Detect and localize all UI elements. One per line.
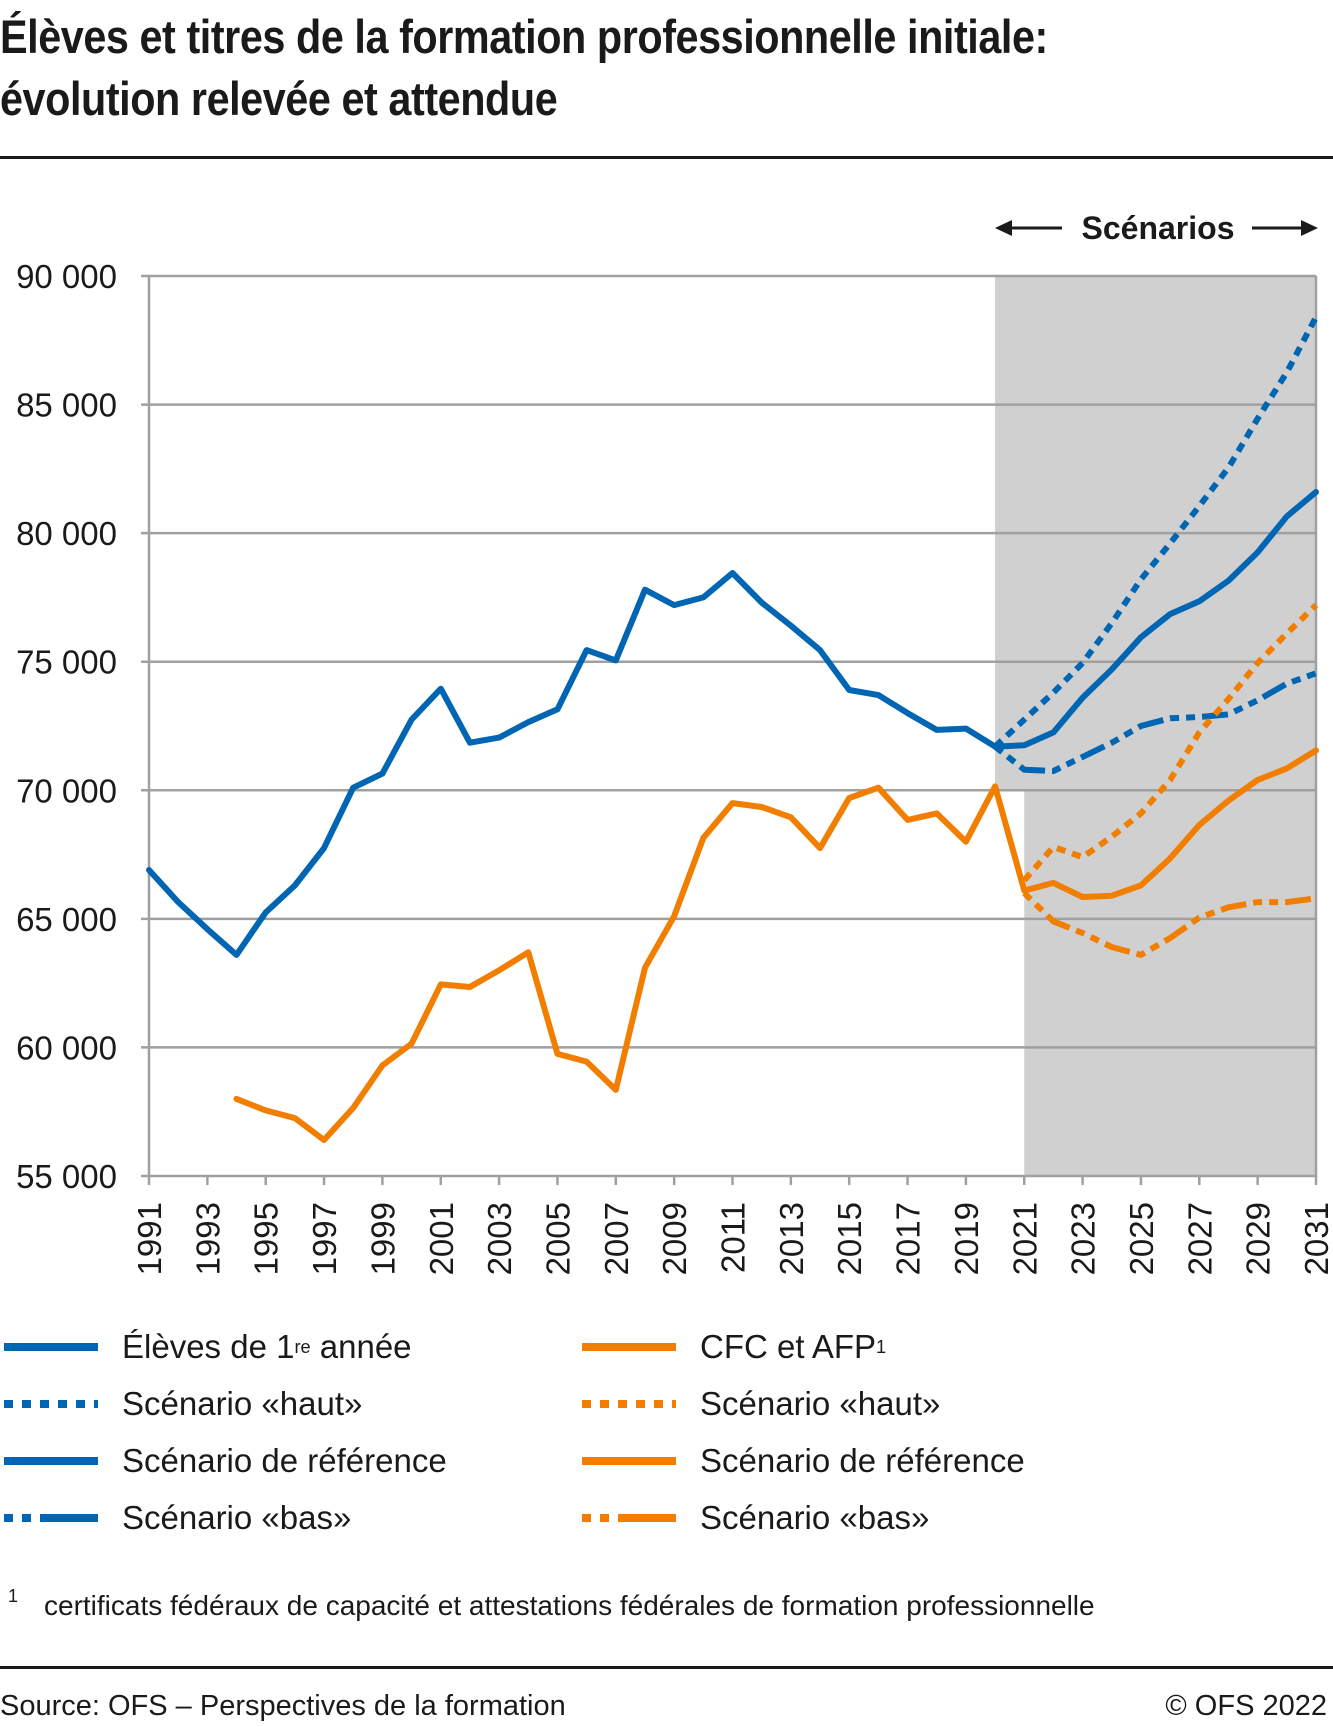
title-line-1: Élèves et titres de la formation profess… [0, 10, 1048, 63]
legend-label-suffix: année [310, 1327, 412, 1365]
x-tick-label: 1999 [364, 1202, 401, 1275]
legend-swatch-solid-icon [4, 1456, 98, 1465]
legend-label: Élèves de 1 [122, 1327, 295, 1365]
legend-swatch-dotted-icon [4, 1399, 98, 1408]
legend-item: Scénario «haut» [4, 1375, 447, 1432]
legend-item: CFC et AFP 1 [582, 1318, 1025, 1375]
legend-label: Scénario de référence [122, 1441, 447, 1479]
x-tick-label: 2029 [1240, 1202, 1277, 1275]
y-tick-label: 60 000 [16, 1029, 117, 1066]
x-tick-label: 2011 [715, 1202, 752, 1273]
x-tick-label: 1991 [131, 1202, 168, 1275]
legend-item: Scénario de référence [4, 1432, 447, 1489]
legend-left: Élèves de 1 re année Scénario «haut» Scénar… [4, 1318, 447, 1546]
arrow-right-icon [1301, 220, 1318, 236]
series-layer [146, 315, 1319, 1143]
x-tick-label: 2001 [423, 1202, 460, 1275]
series-line-4 [233, 783, 1028, 1143]
x-tick-label: 1997 [306, 1202, 343, 1275]
legend-right: CFC et AFP 1 Scénario «haut» Scénario de ré… [582, 1318, 1025, 1546]
x-tick-label: 2025 [1123, 1202, 1160, 1275]
legend-item: Élèves de 1 re année [4, 1318, 447, 1375]
footnote-mark: 1 [8, 1586, 19, 1606]
x-tick-label: 2021 [1006, 1202, 1043, 1275]
y-tick-label: 65 000 [16, 901, 117, 938]
gridlines-layer [141, 274, 1316, 1178]
series-line-2 [992, 489, 1319, 750]
x-tick-label: 2005 [539, 1202, 576, 1275]
legend-swatch-dashdot-icon [4, 1513, 98, 1522]
x-tick-label: 2023 [1065, 1202, 1102, 1275]
y-tick-label: 70 000 [16, 772, 117, 809]
legend-label: CFC et AFP [700, 1327, 877, 1365]
legend-swatch-solid-icon [4, 1342, 98, 1351]
legend-label: Scénario de référence [700, 1441, 1025, 1479]
legend-swatch-solid-icon [582, 1456, 676, 1465]
legend-label: Scénario «haut» [700, 1384, 941, 1422]
title-line-2: évolution relevée et attendue [0, 72, 558, 125]
series-line-6 [1021, 747, 1319, 900]
y-tick-label: 85 000 [16, 387, 117, 424]
copyright-text: © OFS 2022 [1165, 1690, 1327, 1722]
series-line-5 [1022, 602, 1319, 883]
scenario-annotation: Scénarios [995, 210, 1318, 246]
legend-item: Scénario «bas» [4, 1489, 447, 1546]
x-tick-label: 2003 [481, 1202, 518, 1275]
line-chart: 55 000 60 000 65 000 70 000 75 000 80 000 85 0… [16, 210, 1333, 1275]
x-tick-label: 2017 [890, 1202, 927, 1275]
x-tick-label: 2009 [656, 1202, 693, 1275]
x-tick-label: 1995 [248, 1202, 285, 1275]
series-line-3 [993, 670, 1317, 774]
scenario-label: Scénarios [1082, 210, 1235, 246]
legend-label: Scénario «bas» [122, 1498, 352, 1536]
legend-label: Scénario «bas» [700, 1498, 930, 1536]
y-tick-label: 55 000 [16, 1158, 117, 1195]
legend-item: Scénario de référence [582, 1432, 1025, 1489]
legend-label: Scénario «haut» [122, 1384, 363, 1422]
y-tick-label: 75 000 [16, 644, 117, 681]
legend-swatch-solid-icon [582, 1342, 676, 1351]
x-tick-label: 2019 [948, 1202, 985, 1275]
series-line-1 [993, 315, 1319, 749]
legend-swatch-dotted-icon [582, 1399, 676, 1408]
tick-labels-layer: 55 000 60 000 65 000 70 000 75 000 80 000 85 0… [16, 258, 1333, 1275]
legend-swatch-dashdot-icon [582, 1513, 676, 1522]
title-rule [0, 156, 1333, 159]
x-tick-label: 2007 [598, 1202, 635, 1275]
legend-item: Scénario «haut» [582, 1375, 1025, 1432]
x-tick-label: 2013 [773, 1202, 810, 1275]
footer-rule [0, 1666, 1333, 1669]
y-tick-label: 90 000 [16, 258, 117, 295]
x-tick-label: 1993 [189, 1202, 226, 1275]
footnote-text: certificats fédéraux de capacité et atte… [44, 1590, 1095, 1621]
scenario-band-layer [995, 276, 1316, 1176]
x-tick-label: 2015 [831, 1202, 868, 1275]
series-line-0 [146, 570, 999, 958]
x-tick-label: 2027 [1181, 1202, 1218, 1275]
chart-title: Élèves et titres de la formation profess… [0, 6, 1048, 130]
y-tick-label: 80 000 [16, 515, 117, 552]
source-text: Source: OFS – Perspectives de la formati… [0, 1690, 566, 1722]
scenario-band-lower [1024, 790, 1316, 1176]
arrow-left-icon [995, 220, 1012, 236]
series-line-7 [1022, 890, 1317, 958]
legend-item: Scénario «bas» [582, 1489, 1025, 1546]
x-tick-label: 2031 [1298, 1202, 1333, 1275]
axes-layer [147, 276, 1318, 1185]
